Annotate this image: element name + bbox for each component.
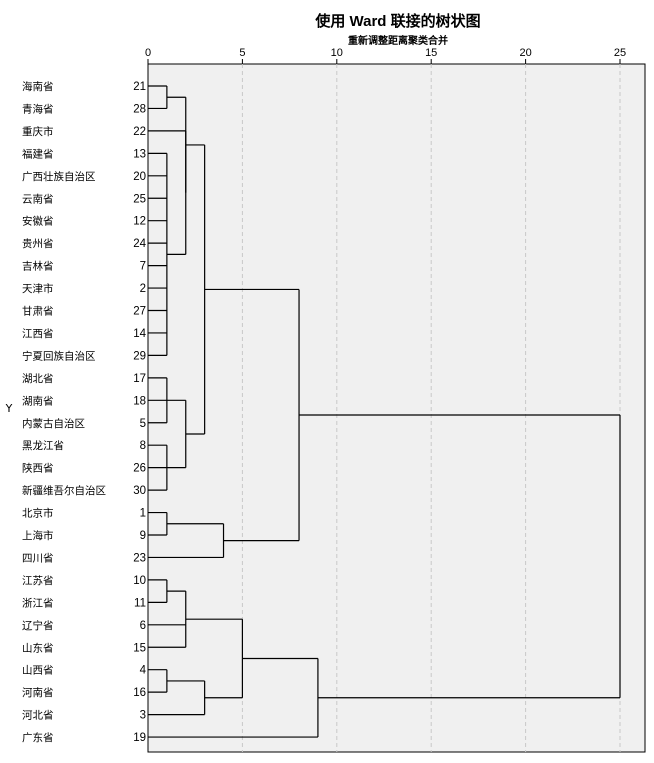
leaf-label: 云南省	[22, 192, 54, 205]
leaf-id: 26	[133, 463, 146, 475]
leaf-label: 重庆市	[22, 125, 54, 138]
plot-area	[147, 63, 646, 753]
leaf-label: 安徽省	[22, 215, 54, 228]
leaf-id: 4	[140, 665, 147, 677]
leaf-id: 8	[140, 440, 146, 452]
chart-title: 使用 Ward 联接的树状图	[314, 12, 480, 30]
leaf-id: 13	[133, 148, 146, 160]
x-tick-label: 5	[239, 47, 245, 59]
leaf-id: 2	[140, 283, 146, 295]
leaf-id: 9	[140, 530, 146, 542]
leaf-id: 27	[133, 306, 146, 318]
leaf-label: 四川省	[22, 551, 54, 564]
leaf-label: 海南省	[22, 80, 54, 93]
leaf-label: 浙江省	[22, 596, 54, 609]
leaf-label: 广东省	[22, 731, 54, 744]
leaf-id: 7	[140, 261, 146, 273]
leaf-id: 18	[133, 395, 146, 407]
leaf-label: 黑龙江省	[22, 439, 64, 452]
leaf-id: 17	[133, 373, 146, 385]
x-tick-label: 20	[519, 47, 531, 59]
leaf-label: 福建省	[22, 147, 54, 160]
leaf-label: 湖北省	[22, 372, 54, 385]
leaf-id: 25	[133, 193, 146, 205]
leaf-id: 12	[133, 216, 146, 228]
leaf-label: 陕西省	[22, 462, 54, 475]
leaf-label: 宁夏回族自治区	[22, 349, 96, 362]
leaf-label: 内蒙古自治区	[22, 417, 85, 430]
leaf-id: 19	[133, 732, 146, 744]
leaf-id: 15	[133, 642, 146, 654]
leaf-id: 21	[133, 81, 146, 93]
leaf-label: 江苏省	[22, 574, 54, 587]
x-tick-label: 10	[331, 47, 343, 59]
leaf-id: 28	[133, 103, 146, 115]
leaf-label: 北京市	[22, 507, 54, 520]
leaf-id: 3	[140, 710, 146, 722]
leaf-label: 上海市	[22, 529, 54, 542]
x-tick-label: 25	[614, 47, 626, 59]
leaf-label: 吉林省	[22, 260, 54, 273]
leaf-label: 天津市	[22, 282, 54, 295]
leaf-id: 20	[133, 171, 146, 183]
leaf-id: 29	[133, 350, 146, 362]
leaf-label: 湖南省	[22, 394, 54, 407]
leaf-label: 河南省	[22, 686, 54, 699]
leaf-id: 16	[133, 687, 146, 699]
leaf-id: 11	[134, 597, 146, 609]
leaf-label: 甘肃省	[22, 305, 54, 318]
leaf-id: 22	[133, 126, 146, 138]
x-tick-label: 0	[145, 47, 151, 59]
leaf-label: 江西省	[22, 327, 54, 340]
leaf-id: 1	[140, 508, 146, 520]
leaf-id: 30	[133, 485, 146, 497]
leaf-label: 新疆维吾尔自治区	[22, 484, 106, 497]
leaf-label: 山东省	[22, 641, 54, 654]
leaf-label: 广西壮族自治区	[22, 170, 96, 183]
leaf-id: 10	[133, 575, 146, 587]
leaf-label: 青海省	[22, 102, 54, 115]
leaf-id: 6	[140, 620, 146, 632]
leaf-label: 辽宁省	[22, 619, 54, 632]
leaf-label: 贵州省	[22, 237, 54, 250]
leaf-id: 5	[140, 418, 146, 430]
leaf-label: 山西省	[22, 664, 54, 677]
y-axis-label: Y	[5, 402, 13, 415]
leaf-id: 24	[133, 238, 146, 250]
x-tick-label: 15	[425, 47, 437, 59]
leaf-id: 23	[133, 552, 146, 564]
x-axis-label: 重新调整距离聚类合并	[348, 34, 448, 47]
leaf-id: 14	[133, 328, 146, 340]
leaf-label: 河北省	[22, 709, 54, 722]
